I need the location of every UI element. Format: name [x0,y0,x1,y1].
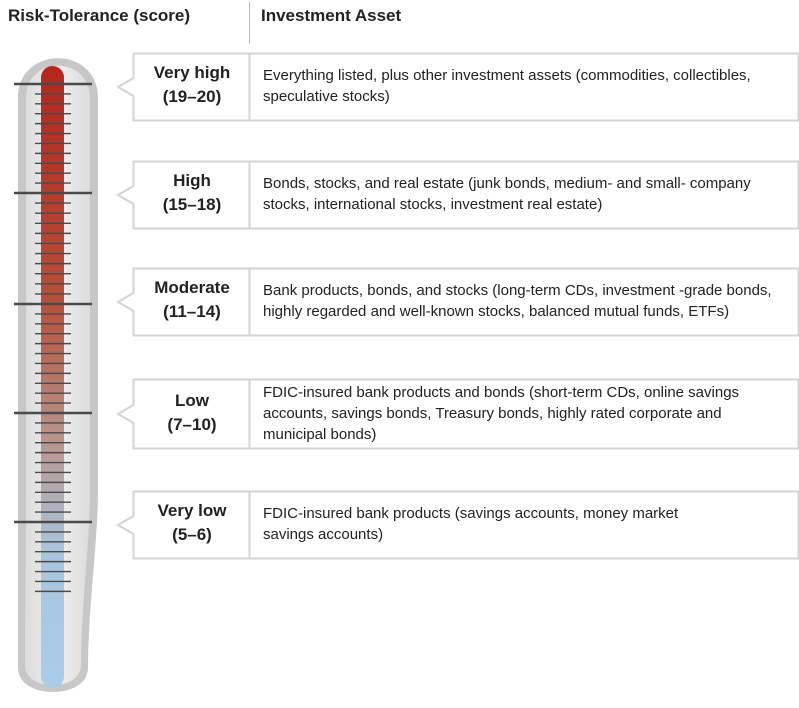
description-line: highly regarded and well-known stocks, b… [263,303,730,320]
level-score: (5–6) [172,525,212,544]
level-name: Low [175,391,209,410]
level-description: FDIC-insured bank products (savings acco… [263,503,799,545]
level-label: Very high (19–20) [135,61,249,109]
description-line: accounts, savings bonds, Treasury bonds,… [263,405,722,422]
level-high: High (15–18) Bonds, stocks, and real est… [115,160,799,240]
level-name: Very high [153,63,231,82]
description-line: speculative stocks) [263,88,390,105]
level-label: Low (7–10) [135,389,249,437]
thermometer-ticks [14,82,92,593]
level-low: Low (7–10) FDIC-insured bank products an… [115,378,799,458]
description-line: municipal bonds) [263,426,377,443]
level-description: Everything listed, plus other investment… [263,65,799,107]
description-line: savings accounts) [263,526,384,543]
level-name: High [173,171,211,190]
level-label: High (15–18) [135,169,249,217]
thermometer-icon [14,58,98,692]
level-name: Very low [157,501,227,520]
header-divider [249,2,250,44]
description-line: FDIC-insured bank products (savings acco… [263,505,679,522]
description-line: Bank products, bonds, and stocks (long-t… [263,282,772,299]
description-line: stocks, international stocks, investment… [263,196,603,213]
description-line: Bonds, stocks, and real estate (junk bon… [263,175,751,192]
description-line: Everything listed, plus other investment… [263,67,751,84]
level-label: Very low (5–6) [135,499,249,547]
level-name: Moderate [154,278,230,297]
level-moderate: Moderate (11–14) Bank products, bonds, a… [115,267,799,347]
level-score: (19–20) [162,87,222,106]
level-label: Moderate (11–14) [135,276,249,324]
level-description: FDIC-insured bank products and bonds (sh… [263,382,799,445]
level-description: Bonds, stocks, and real estate (junk bon… [263,173,799,215]
mercury-column [41,66,64,688]
investment-asset-header: Investment Asset [261,6,402,25]
level-score: (7–10) [167,415,217,434]
level-score: (15–18) [162,195,222,214]
description-line: FDIC-insured bank products and bonds (sh… [263,384,740,401]
level-very-high: Very high (19–20) Everything listed, plu… [115,52,799,132]
level-very-low: Very low (5–6) FDIC-insured bank product… [115,490,799,570]
level-description: Bank products, bonds, and stocks (long-t… [263,280,799,322]
level-score: (11–14) [163,302,221,321]
risk-tolerance-header: Risk-Tolerance (score) [8,6,191,25]
